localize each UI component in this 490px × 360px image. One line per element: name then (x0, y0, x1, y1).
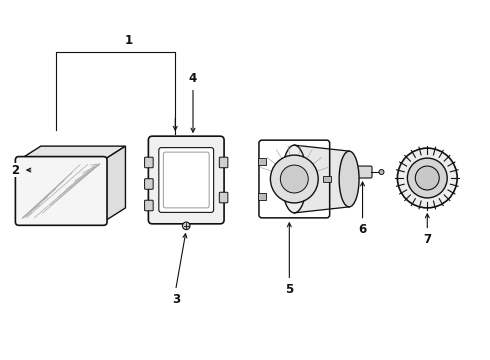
FancyBboxPatch shape (353, 166, 372, 178)
FancyBboxPatch shape (159, 148, 214, 212)
Circle shape (407, 158, 447, 198)
Text: 3: 3 (172, 293, 180, 306)
FancyBboxPatch shape (145, 179, 153, 189)
Text: 6: 6 (358, 223, 367, 236)
Circle shape (270, 155, 318, 203)
FancyBboxPatch shape (145, 200, 153, 211)
Bar (323, 176, 331, 183)
Circle shape (280, 165, 308, 193)
Text: 2: 2 (11, 163, 19, 176)
Text: 1: 1 (124, 34, 132, 47)
Ellipse shape (339, 151, 359, 207)
Polygon shape (103, 146, 125, 222)
Bar (258, 158, 266, 165)
Bar (258, 193, 266, 201)
Text: 7: 7 (423, 233, 431, 246)
FancyBboxPatch shape (220, 157, 228, 168)
Circle shape (182, 222, 190, 230)
FancyBboxPatch shape (145, 157, 153, 168)
Circle shape (397, 148, 457, 208)
Text: 4: 4 (189, 72, 197, 85)
FancyBboxPatch shape (15, 157, 107, 225)
Circle shape (416, 166, 439, 190)
Polygon shape (294, 145, 349, 213)
Text: 5: 5 (285, 283, 294, 296)
FancyBboxPatch shape (148, 136, 224, 224)
Polygon shape (19, 146, 125, 160)
Circle shape (379, 170, 384, 175)
FancyBboxPatch shape (220, 192, 228, 203)
Ellipse shape (282, 145, 307, 213)
